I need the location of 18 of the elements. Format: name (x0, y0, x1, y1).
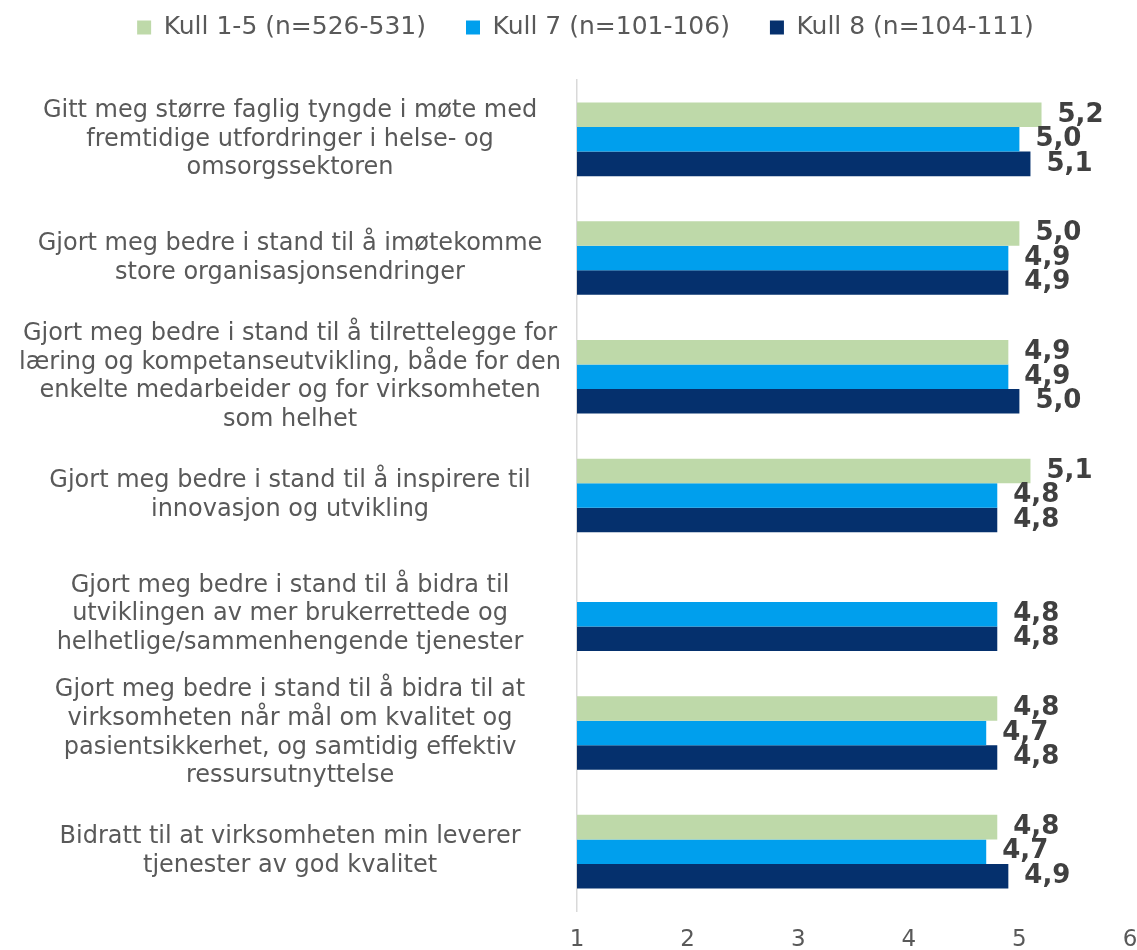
x-tick-label: 4 (901, 924, 917, 950)
data-label: 4,9 (1024, 335, 1071, 365)
y-tick-label: Gjort meg bedre i stand til å inspirere til innovasjon og utvikling (49, 464, 531, 523)
y-tick-label: Gjort meg bedre i stand til å tilrettelegge for læring og kompetanseutvikling, både for den enkelte medarbeider og for virksomheten som helhet (19, 316, 561, 433)
y-tick-label: Gjort meg bedre i stand til å bidra til utviklingen av mer brukerrettede og helhetlige/sammenhengende tjenester (56, 568, 524, 656)
x-tick-label: 5 (1012, 924, 1027, 950)
x-tick-label: 3 (790, 924, 806, 950)
legend-label: Kull 7 (n=101-106) (492, 11, 730, 40)
data-label: 4,8 (1013, 691, 1060, 722)
x-tick-label: 2 (680, 924, 695, 950)
y-tick-label: Gjort meg bedre i stand til å imøtekomme store organisasjonsendringer (37, 226, 543, 285)
y-tick-label: Gjort meg bedre i stand til å bidra til at virksomheten når mål om kvalitet og pasientsikkerhet, og samtidig effektiv ressursutnyttelse (54, 672, 526, 789)
legend-label: Kull 8 (n=104-111) (796, 11, 1034, 40)
y-tick-label: Bidratt til at virksomheten min leverer tjenester av god kvalitet (59, 821, 521, 879)
y-tick-label: Gitt meg større faglig tyngde i møte med fremtidige utfordringer i helse- og omsorgssektoren (42, 94, 538, 181)
legend-label: Kull 1-5 (n=526-531) (163, 11, 426, 40)
x-tick-label: 6 (1122, 924, 1137, 950)
x-tick-label: 1 (569, 924, 585, 950)
